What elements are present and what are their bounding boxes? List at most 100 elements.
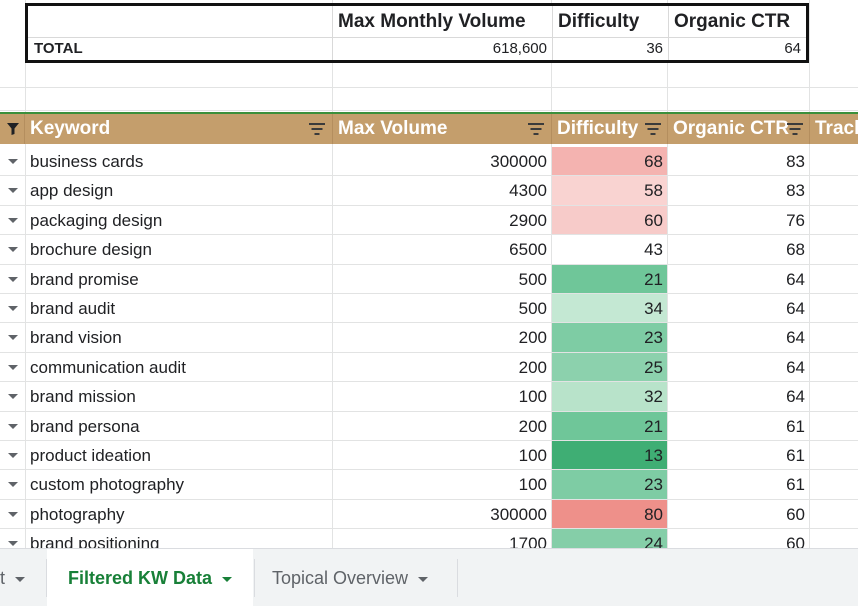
keyword-cell[interactable]: brochure design	[30, 240, 152, 260]
volume-cell[interactable]: 100	[518, 387, 547, 407]
summary-header-volume[interactable]: Max Monthly Volume	[332, 6, 552, 37]
volume-cell[interactable]: 500	[518, 269, 547, 289]
summary-header-ctr[interactable]: Organic CTR	[668, 6, 806, 37]
table-row[interactable]: communication audit 200 25 64	[0, 352, 858, 383]
table-row[interactable]: custom photography 100 23 61	[0, 470, 858, 500]
difficulty-cell[interactable]: 21	[552, 411, 667, 440]
triangle-down-icon[interactable]	[0, 294, 25, 322]
volume-cell[interactable]: 300000	[490, 152, 547, 171]
table-row[interactable]: brand positioning 1700 24 60	[0, 529, 858, 548]
total-label[interactable]: TOTAL	[34, 40, 83, 57]
triangle-down-icon[interactable]	[418, 576, 429, 582]
column-header-keyword[interactable]: Keyword	[25, 114, 333, 144]
table-row[interactable]: product ideation 100 13 61	[0, 441, 858, 471]
filter-lines-icon[interactable]	[309, 122, 325, 136]
difficulty-cell[interactable]: 68	[552, 147, 667, 176]
spreadsheet-grid[interactable]: Max Monthly Volume Difficulty Organic CT…	[0, 0, 858, 548]
ctr-cell[interactable]: 64	[786, 299, 805, 318]
ctr-cell[interactable]: 61	[786, 475, 805, 495]
ctr-cell[interactable]: 64	[786, 269, 805, 289]
triangle-down-icon[interactable]	[0, 412, 25, 440]
ctr-cell[interactable]: 64	[786, 357, 805, 377]
triangle-down-icon[interactable]	[0, 382, 25, 410]
ctr-cell[interactable]: 64	[786, 387, 805, 407]
filter-lines-icon[interactable]	[528, 122, 544, 136]
table-row[interactable]: brand mission 100 32 64	[0, 382, 858, 412]
triangle-down-icon[interactable]	[0, 265, 25, 293]
volume-cell[interactable]: 6500	[509, 240, 547, 260]
keyword-cell[interactable]: business cards	[30, 152, 144, 171]
triangle-down-icon[interactable]	[0, 176, 25, 204]
table-row[interactable]: brand promise 500 21 64	[0, 264, 858, 294]
difficulty-cell[interactable]: 43	[552, 235, 667, 264]
difficulty-cell[interactable]: 34	[552, 294, 667, 323]
difficulty-cell[interactable]: 60	[552, 205, 667, 235]
ctr-cell[interactable]: 61	[786, 446, 805, 465]
triangle-down-icon[interactable]	[0, 441, 25, 469]
keyword-cell[interactable]: packaging design	[30, 210, 163, 230]
funnel-icon[interactable]	[6, 122, 20, 136]
volume-cell[interactable]: 200	[518, 416, 547, 436]
difficulty-cell[interactable]: 23	[552, 323, 667, 352]
tab-topical-overview[interactable]: Topical Overview	[255, 549, 457, 606]
keyword-cell[interactable]: custom photography	[30, 475, 185, 495]
table-row[interactable]: brochure design 6500 43 68	[0, 235, 858, 265]
column-header-track[interactable]: Track	[810, 114, 858, 144]
ctr-cell[interactable]: 68	[786, 240, 805, 260]
triangle-down-icon[interactable]	[0, 206, 25, 234]
ctr-cell[interactable]: 60	[786, 504, 805, 524]
keyword-cell[interactable]: app design	[30, 181, 114, 201]
keyword-cell[interactable]: brand mission	[30, 387, 136, 407]
table-row[interactable]: brand audit 500 34 64	[0, 294, 858, 324]
difficulty-cell[interactable]: 13	[552, 441, 667, 470]
table-row[interactable]: business cards 300000 68 83	[0, 147, 858, 177]
difficulty-cell[interactable]: 23	[552, 470, 667, 499]
ctr-cell[interactable]: 60	[786, 534, 805, 548]
ctr-cell[interactable]: 83	[786, 152, 805, 171]
total-ctr[interactable]: 64	[668, 38, 806, 60]
column-header-volume[interactable]: Max Volume	[333, 114, 552, 144]
filter-lines-icon[interactable]	[787, 122, 803, 136]
table-row[interactable]: packaging design 2900 60 76	[0, 205, 858, 236]
keyword-cell[interactable]: brand vision	[30, 328, 122, 348]
triangle-down-icon[interactable]	[0, 470, 25, 498]
summary-header-difficulty[interactable]: Difficulty	[552, 6, 668, 37]
triangle-down-icon[interactable]	[0, 235, 25, 263]
difficulty-cell[interactable]: 80	[552, 499, 667, 529]
ctr-cell[interactable]: 76	[786, 210, 805, 230]
ctr-cell[interactable]: 64	[786, 328, 805, 348]
table-row[interactable]: brand vision 200 23 64	[0, 323, 858, 353]
difficulty-cell[interactable]: 32	[552, 382, 667, 411]
table-row[interactable]: app design 4300 58 83	[0, 176, 858, 206]
triangle-down-icon[interactable]	[0, 147, 25, 175]
keyword-cell[interactable]: brand audit	[30, 299, 116, 318]
keyword-cell[interactable]: photography	[30, 504, 125, 524]
total-difficulty[interactable]: 36	[552, 38, 668, 60]
difficulty-cell[interactable]: 24	[552, 529, 667, 548]
volume-cell[interactable]: 300000	[490, 504, 547, 524]
triangle-down-icon[interactable]	[0, 323, 25, 351]
tab-filtered-kw-data[interactable]: Filtered KW Data	[47, 549, 253, 606]
keyword-cell[interactable]: brand persona	[30, 416, 140, 436]
triangle-down-icon[interactable]	[15, 576, 26, 582]
triangle-down-icon[interactable]	[0, 529, 25, 548]
difficulty-cell[interactable]: 25	[552, 352, 667, 382]
volume-cell[interactable]: 200	[518, 357, 547, 377]
volume-cell[interactable]: 2900	[509, 210, 547, 230]
volume-cell[interactable]: 500	[518, 299, 547, 318]
difficulty-cell[interactable]: 58	[552, 176, 667, 205]
column-header-difficulty[interactable]: Difficulty	[552, 114, 668, 144]
volume-cell[interactable]: 200	[518, 328, 547, 348]
table-row[interactable]: brand persona 200 21 61	[0, 411, 858, 441]
volume-cell[interactable]: 1700	[509, 534, 547, 548]
column-header-ctr[interactable]: Organic CTR	[668, 114, 810, 144]
volume-cell[interactable]: 100	[518, 446, 547, 465]
total-volume[interactable]: 618,600	[332, 38, 552, 60]
ctr-cell[interactable]: 61	[786, 416, 805, 436]
filter-toggle-cell[interactable]	[0, 114, 25, 144]
table-row[interactable]: photography 300000 80 60	[0, 499, 858, 530]
keyword-cell[interactable]: product ideation	[30, 446, 151, 465]
triangle-down-icon[interactable]	[0, 500, 25, 528]
triangle-down-icon[interactable]	[0, 353, 25, 381]
ctr-cell[interactable]: 83	[786, 181, 805, 201]
